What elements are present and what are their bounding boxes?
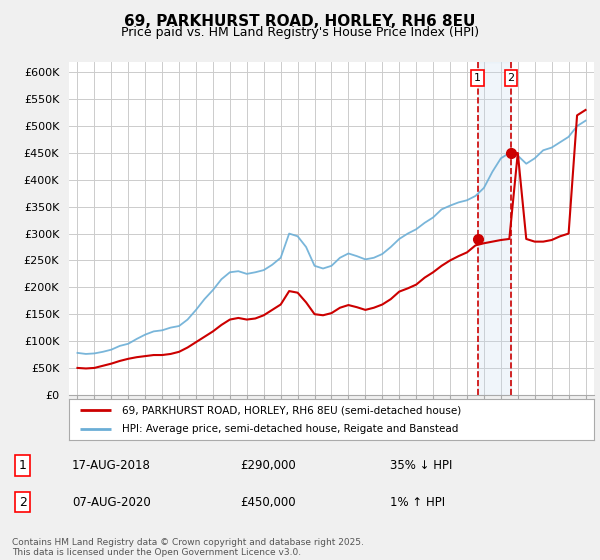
Text: 69, PARKHURST ROAD, HORLEY, RH6 8EU: 69, PARKHURST ROAD, HORLEY, RH6 8EU: [124, 14, 476, 29]
Text: 1% ↑ HPI: 1% ↑ HPI: [390, 496, 445, 508]
Text: £450,000: £450,000: [240, 496, 296, 508]
Text: Contains HM Land Registry data © Crown copyright and database right 2025.
This d: Contains HM Land Registry data © Crown c…: [12, 538, 364, 557]
Text: 07-AUG-2020: 07-AUG-2020: [72, 496, 151, 508]
Text: HPI: Average price, semi-detached house, Reigate and Banstead: HPI: Average price, semi-detached house,…: [121, 424, 458, 433]
Text: 69, PARKHURST ROAD, HORLEY, RH6 8EU (semi-detached house): 69, PARKHURST ROAD, HORLEY, RH6 8EU (sem…: [121, 405, 461, 415]
Text: £290,000: £290,000: [240, 459, 296, 472]
Text: 35% ↓ HPI: 35% ↓ HPI: [390, 459, 452, 472]
Bar: [478, 62, 511, 395]
Text: 1: 1: [474, 73, 481, 83]
Text: 2: 2: [19, 496, 27, 508]
Text: 1: 1: [19, 459, 27, 472]
Text: 2: 2: [508, 73, 515, 83]
Text: 17-AUG-2018: 17-AUG-2018: [72, 459, 151, 472]
Text: Price paid vs. HM Land Registry's House Price Index (HPI): Price paid vs. HM Land Registry's House …: [121, 26, 479, 39]
